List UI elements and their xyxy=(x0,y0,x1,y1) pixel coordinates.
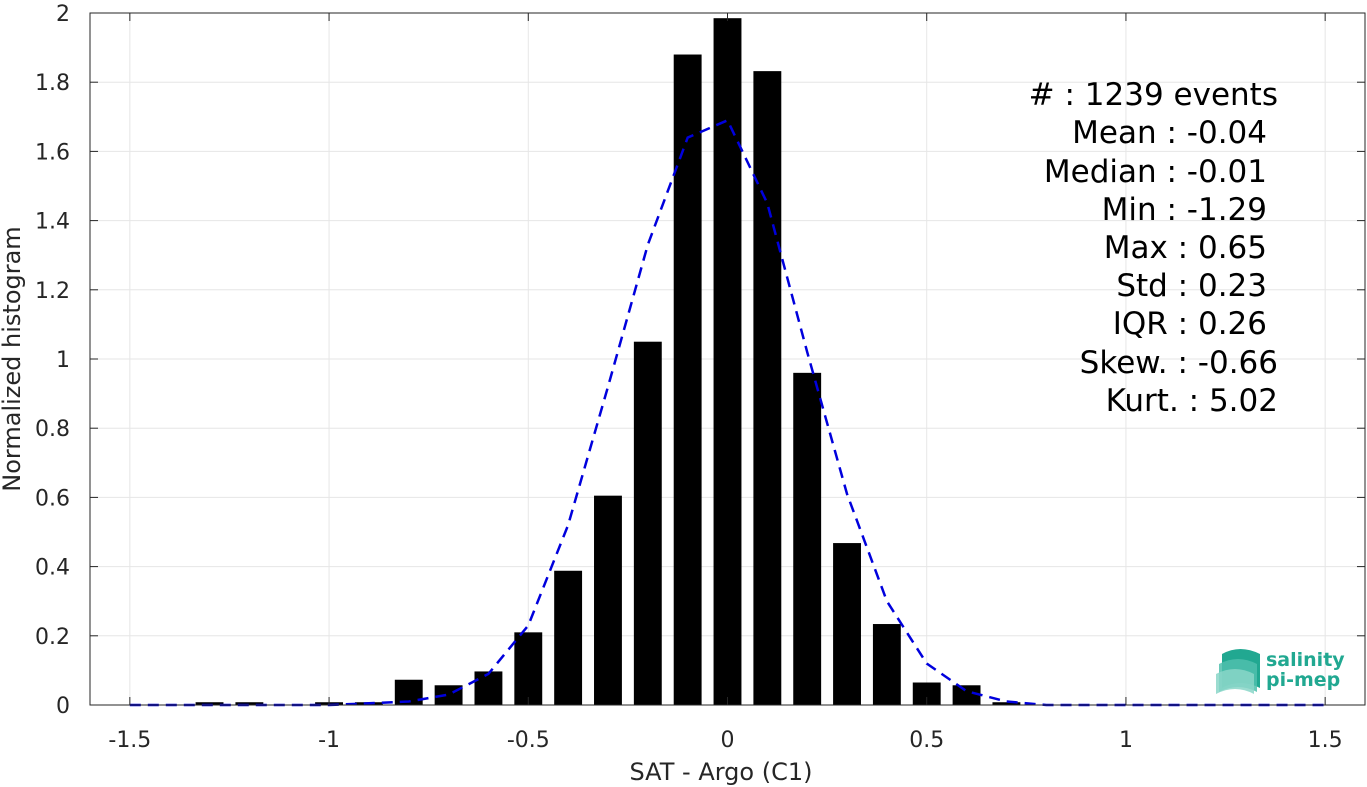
y-tick-label: 0.6 xyxy=(35,486,70,511)
x-axis-label: SAT - Argo (C1) xyxy=(630,758,813,786)
histogram-bar xyxy=(753,71,782,706)
stat-count: # : 1239 events xyxy=(1029,77,1278,113)
y-axis-ticks: 0 0.2 0.4 0.6 0.8 1 1.2 1.4 1.6 1.8 2 xyxy=(35,2,1365,719)
histogram-bar xyxy=(235,702,264,705)
histogram-bar xyxy=(554,570,583,705)
histogram-bar xyxy=(195,702,224,705)
histogram-bar xyxy=(992,702,1021,705)
x-tick-label: -1.5 xyxy=(108,728,151,753)
y-tick-label: 0 xyxy=(56,694,70,719)
histogram-bar xyxy=(952,685,981,705)
y-tick-label: 1.2 xyxy=(35,279,70,304)
x-tick-label: 1 xyxy=(1119,728,1133,753)
stat-skew: Skew. : -0.66 xyxy=(1080,345,1278,381)
stat-median: Median : -0.01 xyxy=(1044,154,1267,190)
y-tick-label: 1.6 xyxy=(35,140,70,165)
x-axis-ticks: -1.5 -1 -0.5 0 0.5 1 1.5 xyxy=(108,13,1343,753)
y-tick-label: 1 xyxy=(56,348,70,373)
stat-max: Max : 0.65 xyxy=(1104,230,1267,266)
y-tick-label: 0.2 xyxy=(35,625,70,650)
stat-kurt: Kurt. : 5.02 xyxy=(1106,383,1278,419)
histogram-bar xyxy=(793,372,822,705)
y-tick-label: 0.8 xyxy=(35,417,70,442)
x-tick-label: 1.5 xyxy=(1308,728,1343,753)
stat-std: Std : 0.23 xyxy=(1116,268,1267,304)
stat-mean: Mean : -0.04 xyxy=(1072,115,1267,151)
stat-iqr: IQR : 0.26 xyxy=(1113,306,1267,342)
x-tick-label: -1 xyxy=(318,728,340,753)
wave-logo-icon xyxy=(1216,649,1260,694)
y-tick-label: 0.4 xyxy=(35,556,70,581)
x-tick-label: -0.5 xyxy=(507,728,550,753)
salinity-pimep-logo: salinity pi-mep xyxy=(1216,649,1345,694)
histogram-bar xyxy=(872,624,901,705)
histogram-bar xyxy=(713,18,742,705)
histogram-bar xyxy=(474,671,503,705)
bars xyxy=(195,18,1021,706)
y-tick-label: 1.8 xyxy=(35,71,70,96)
logo-text-salinity: salinity xyxy=(1266,649,1345,671)
histogram-bar xyxy=(833,543,861,705)
stats-box: # : 1239 events Mean : -0.04 Median : -0… xyxy=(1029,77,1278,419)
histogram-bar xyxy=(912,682,941,705)
y-tick-label: 2 xyxy=(56,2,70,27)
x-tick-label: 0.5 xyxy=(909,728,944,753)
x-tick-label: 0 xyxy=(721,728,735,753)
histogram-bar xyxy=(633,341,662,705)
logo-text-pimep: pi-mep xyxy=(1266,669,1340,691)
histogram-bar xyxy=(673,54,702,705)
y-axis-label: Normalized histogram xyxy=(0,226,26,491)
y-tick-label: 1.4 xyxy=(35,210,70,235)
histogram-bar xyxy=(594,495,622,705)
stat-min: Min : -1.29 xyxy=(1102,192,1267,228)
histogram-bar xyxy=(514,632,543,705)
